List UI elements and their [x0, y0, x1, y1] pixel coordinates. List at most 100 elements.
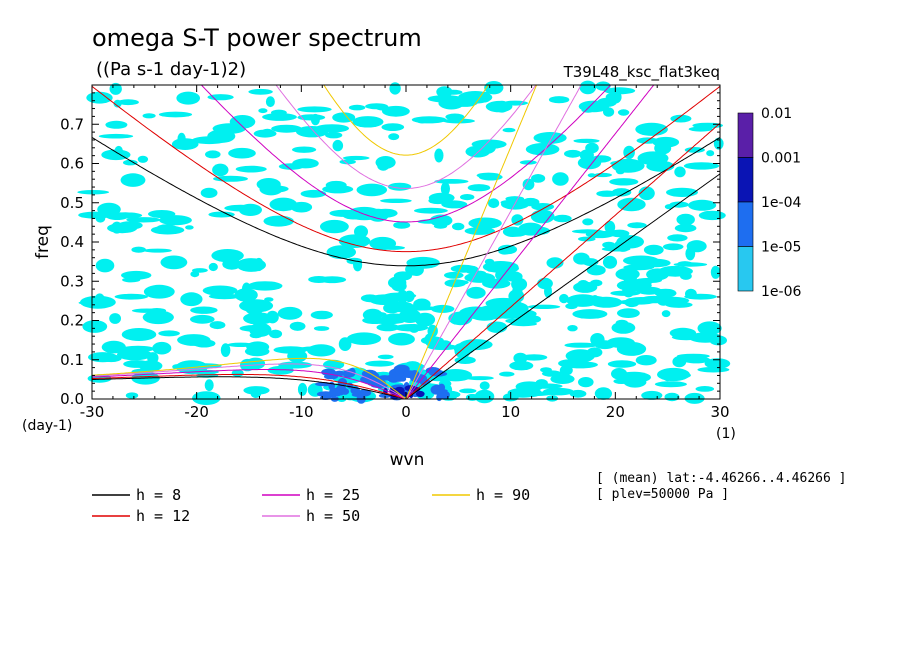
x-tick-label: 30 [710, 403, 729, 421]
contour-blob [661, 310, 671, 318]
contour-blob [332, 112, 356, 123]
contour-blob [654, 381, 687, 388]
contour-blob [411, 116, 447, 124]
contour-blob [465, 393, 479, 401]
contour-blob [564, 342, 598, 348]
contour-blob-strong [436, 393, 443, 402]
contour-blob [494, 100, 510, 113]
contour-blob [454, 356, 476, 365]
contour-blob [617, 109, 630, 116]
contour-blob [709, 335, 727, 346]
contour-blob [164, 216, 181, 224]
contour-blob [176, 91, 200, 105]
contour-blob [479, 140, 497, 154]
contour-blob [401, 306, 438, 311]
contour-blob [120, 173, 146, 187]
dispersion-curve [92, 136, 720, 267]
contour-blob [674, 166, 686, 178]
contour-blob [185, 225, 194, 230]
contour-blob [518, 391, 553, 397]
contour-blob [611, 188, 632, 197]
contour-blob [273, 346, 308, 354]
x-tick-label: 0 [401, 403, 411, 421]
contour-blob [235, 165, 267, 173]
contour-blob [243, 386, 270, 395]
contour-blob [192, 268, 208, 273]
contour-blob [643, 244, 664, 256]
contour-blob [381, 123, 405, 131]
contour-blob [336, 394, 347, 402]
contour-blob [593, 172, 613, 178]
legend-label: h = 8 [136, 486, 181, 504]
contour-blob [248, 88, 273, 95]
contour-blob [262, 113, 297, 121]
contour-blob [564, 149, 582, 158]
legend-label: h = 25 [306, 486, 360, 504]
contour-blob [289, 321, 306, 331]
contour-blob [236, 258, 266, 272]
contour-blob [247, 281, 283, 291]
contour-blob [393, 221, 411, 229]
contour-blob [443, 89, 463, 95]
contour-blob [582, 258, 599, 267]
contour-blob [121, 345, 155, 353]
contour-blob-strong [410, 373, 428, 383]
contour-blob [122, 277, 141, 283]
contour-blob [578, 236, 596, 242]
contour-blob [332, 139, 344, 152]
contour-blob [211, 249, 244, 263]
contour-blob [441, 200, 468, 209]
contour-blob [125, 392, 139, 399]
contour-blob [265, 96, 275, 108]
contour-blob [485, 261, 495, 272]
contour-blob [667, 234, 688, 242]
contour-blob [414, 207, 448, 214]
contour-blob [573, 138, 600, 144]
colorbar-swatch [737, 201, 754, 247]
contour-blob [484, 81, 504, 95]
contour-blob [624, 342, 639, 354]
contour-blob [292, 146, 317, 153]
contour-blob [365, 103, 389, 110]
legend: h = 8 h = 12 h = 25 h = 50 h = 90 [92, 486, 530, 525]
contour-blob [338, 234, 371, 248]
contour-blob [623, 271, 637, 286]
contour-blob [78, 211, 113, 219]
y-tick-label: 0.7 [60, 115, 84, 133]
contour-blob [98, 133, 134, 139]
contour-blob [552, 172, 569, 186]
contour-blob [191, 136, 227, 145]
contour-blob [213, 175, 248, 182]
contour-blob [261, 128, 273, 135]
contour-blob [228, 147, 256, 159]
contour-blob [342, 155, 370, 161]
y-tick-label: 0.5 [60, 194, 84, 212]
contour-blob [672, 356, 687, 368]
contour-blob [246, 341, 270, 353]
contour-blob [509, 361, 534, 371]
contour-blob [706, 150, 715, 157]
contour-blob [297, 382, 308, 396]
contour-blob [609, 178, 639, 186]
contour-blob [610, 160, 629, 166]
contour-blob [579, 80, 597, 95]
y-unit-label: (day-1) [22, 418, 72, 434]
x-tick-label: 20 [606, 403, 625, 421]
contour-blob [566, 294, 600, 307]
chart-title: omega S-T power spectrum [92, 24, 422, 52]
contour-blob [208, 293, 240, 300]
contour-blob [434, 148, 444, 163]
contour-blob [548, 96, 570, 104]
contour-blob [559, 293, 569, 304]
legend-label: h = 12 [136, 507, 190, 525]
contour-blob [278, 361, 312, 369]
contour-blob [669, 201, 689, 208]
contour-blob [271, 109, 287, 116]
contour-blob [520, 354, 548, 361]
contour-blob [326, 245, 356, 259]
colorbar-label: 1e-06 [761, 284, 801, 300]
contour-blob [381, 245, 405, 250]
contour-blob [114, 145, 123, 157]
contour-blob [310, 113, 320, 126]
contour-blob [308, 276, 330, 283]
